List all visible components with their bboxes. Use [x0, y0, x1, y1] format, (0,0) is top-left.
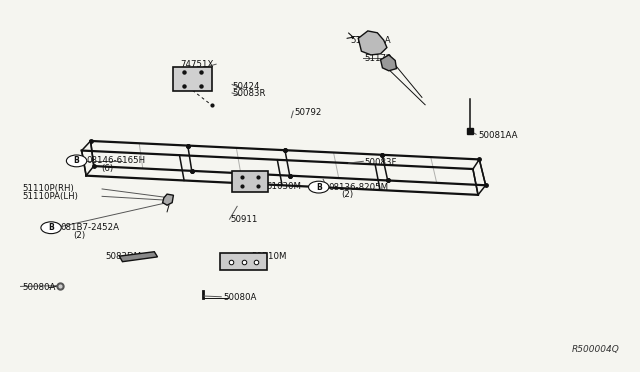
Text: 51030M: 51030M — [266, 182, 301, 191]
Text: 08136-8205M: 08136-8205M — [328, 183, 388, 192]
Text: 50911: 50911 — [231, 215, 258, 224]
Text: 5083DM: 5083DM — [105, 251, 141, 261]
Text: B: B — [48, 223, 54, 232]
Circle shape — [308, 181, 329, 193]
Polygon shape — [119, 252, 157, 262]
FancyBboxPatch shape — [220, 253, 267, 270]
Circle shape — [41, 222, 61, 234]
Text: B: B — [74, 156, 79, 166]
Text: 50083F: 50083F — [365, 157, 397, 167]
Text: (2): (2) — [341, 190, 353, 199]
Text: R500004Q: R500004Q — [572, 345, 620, 354]
Text: 51172+A: 51172+A — [351, 36, 391, 45]
Text: 50080A: 50080A — [223, 294, 257, 302]
Polygon shape — [358, 31, 387, 55]
Text: 50083R: 50083R — [233, 89, 266, 98]
Text: 74751X: 74751X — [180, 60, 213, 69]
Text: 51110PA(LH): 51110PA(LH) — [22, 192, 78, 201]
Text: (6): (6) — [101, 164, 113, 173]
Text: B: B — [316, 183, 322, 192]
Circle shape — [67, 155, 87, 167]
Text: 081B7-2452A: 081B7-2452A — [60, 223, 119, 232]
Text: 50792: 50792 — [294, 108, 322, 117]
Text: 51170: 51170 — [365, 54, 392, 63]
Polygon shape — [163, 194, 173, 205]
Text: 50080A: 50080A — [22, 283, 56, 292]
FancyBboxPatch shape — [173, 67, 212, 91]
Text: 51110P(RH): 51110P(RH) — [22, 185, 74, 193]
Text: (2): (2) — [73, 231, 85, 240]
Text: 08146-6165H: 08146-6165H — [86, 156, 145, 166]
Text: 50424: 50424 — [233, 82, 260, 91]
Polygon shape — [381, 55, 396, 71]
FancyBboxPatch shape — [232, 171, 268, 192]
Text: 50081AA: 50081AA — [478, 131, 518, 140]
Text: 50B10M: 50B10M — [252, 251, 287, 261]
